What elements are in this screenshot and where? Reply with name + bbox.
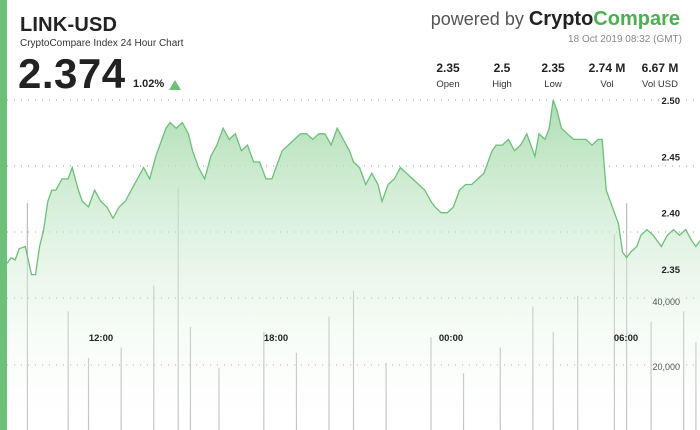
powered-by[interactable]: powered by CryptoCompare	[431, 8, 680, 31]
volume-axis-ticks: 20,000 40,000	[652, 297, 680, 372]
accent-bar	[0, 0, 7, 430]
y-tick-3: 2.50	[662, 96, 681, 107]
brand-logo-part1: Crypto	[528, 8, 594, 30]
y-axis-ticks: 2.35 2.40 2.45 2.50	[662, 96, 681, 276]
stat-low-label: Low	[544, 79, 562, 90]
price-area	[7, 100, 700, 430]
timestamp: 18 Oct 2019 08:32 (GMT)	[568, 34, 682, 45]
stat-high: 2.5 High	[484, 61, 520, 90]
current-price: 2.374	[18, 50, 126, 97]
stat-vol: 2.74 M Vol	[582, 61, 632, 90]
volume-tick-1: 40,000	[652, 297, 680, 307]
x-tick-3: 06:00	[614, 333, 638, 344]
stat-low-value: 2.35	[541, 61, 565, 75]
x-tick-2: 00:00	[439, 333, 463, 344]
volume-tick-0: 20,000	[652, 362, 680, 372]
stat-high-label: High	[492, 79, 512, 90]
brand-logo-part2: Compare	[593, 8, 680, 30]
x-axis-ticks: 12:00 18:00 00:00 06:00	[89, 333, 638, 344]
y-tick-0: 2.35	[662, 265, 681, 276]
pair-title: LINK-USD	[20, 14, 118, 36]
stat-open-value: 2.35	[436, 61, 460, 75]
x-tick-1: 18:00	[264, 333, 288, 344]
x-tick-0: 12:00	[89, 333, 113, 344]
stat-vol-value: 2.74 M	[588, 61, 626, 75]
stat-low: 2.35 Low	[535, 61, 571, 90]
y-tick-2: 2.45	[662, 152, 681, 163]
stat-vol-usd-label: Vol USD	[642, 79, 678, 90]
stat-vol-label: Vol	[600, 79, 614, 90]
up-arrow-icon	[169, 80, 181, 90]
stat-vol-usd: 6.67 M Vol USD	[636, 61, 684, 90]
chart-subtitle: CryptoCompare Index 24 Hour Chart	[20, 38, 184, 49]
price-line	[6, 99, 700, 276]
stat-open: 2.35 Open	[430, 61, 466, 90]
stat-high-value: 2.5	[493, 61, 511, 75]
price-change: 1.02%	[133, 78, 165, 90]
y-tick-1: 2.40	[662, 209, 681, 220]
powered-by-text: powered by	[430, 9, 524, 29]
stat-vol-usd-value: 6.67 M	[641, 61, 679, 75]
stat-open-label: Open	[436, 79, 460, 90]
